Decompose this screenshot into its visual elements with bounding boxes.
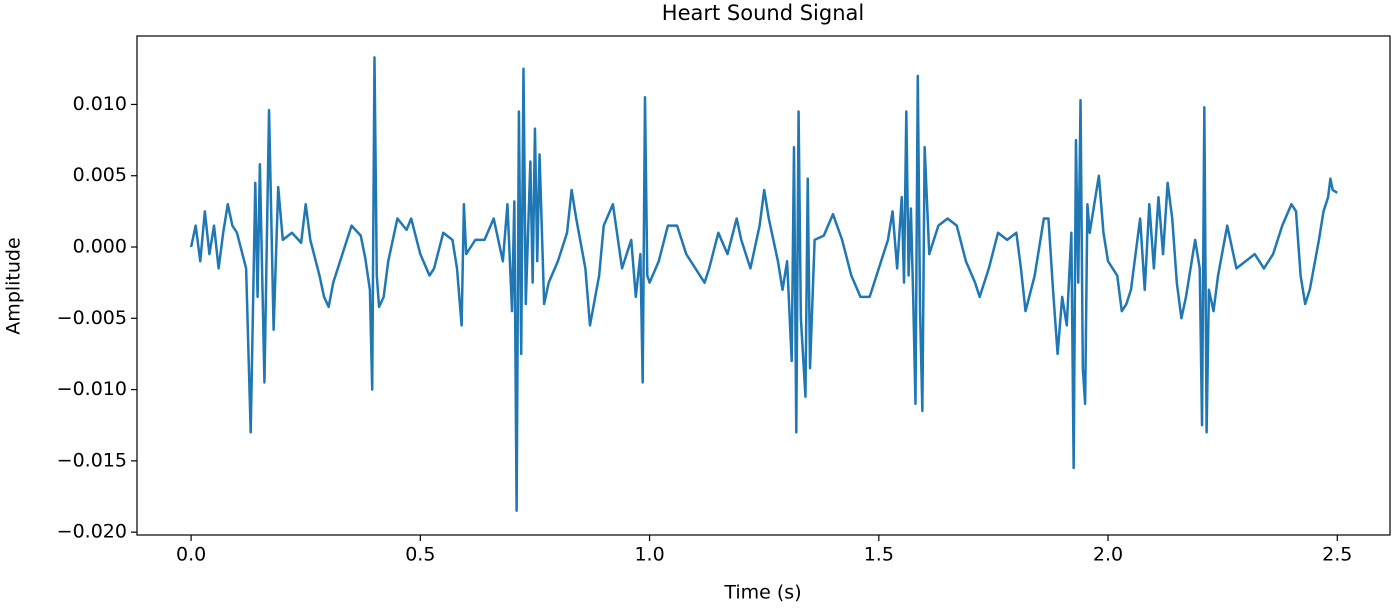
x-tick-label: 2.0 (1093, 544, 1123, 566)
x-axis-label: Time (s) (723, 582, 801, 604)
plot-frame (136, 35, 1391, 536)
chart-title: Heart Sound Signal (662, 1, 864, 25)
x-tick-label: 1.0 (634, 544, 664, 566)
y-axis-label: Amplitude (3, 237, 25, 334)
y-tick-label: −0.005 (57, 307, 127, 329)
x-tick-label: 1.5 (864, 544, 894, 566)
y-tick-label: −0.015 (57, 449, 127, 471)
y-tick-label: 0.000 (73, 236, 127, 258)
x-tick-label: 2.5 (1322, 544, 1352, 566)
y-tick-label: −0.010 (57, 378, 127, 400)
signal-line (189, 56, 1338, 513)
x-tick-label: 0.0 (176, 544, 206, 566)
y-tick-label: −0.020 (57, 521, 127, 543)
x-tick-label: 0.5 (405, 544, 435, 566)
y-tick-label: 0.005 (73, 164, 127, 186)
y-tick-label: 0.010 (73, 93, 127, 115)
